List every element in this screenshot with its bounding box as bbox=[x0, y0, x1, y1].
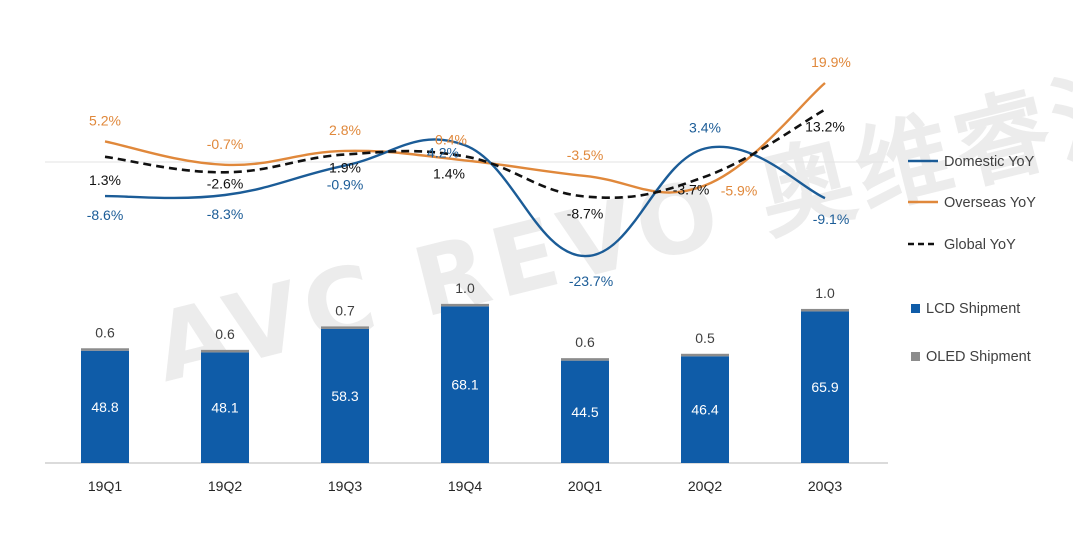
oled-value-label: 0.7 bbox=[335, 302, 355, 318]
overseas-yoy-label: 0.4% bbox=[435, 131, 467, 147]
oled-bar-19q2 bbox=[201, 349, 249, 353]
overseas-yoy-label: -3.5% bbox=[567, 147, 604, 163]
global-yoy-label: -3.7% bbox=[673, 182, 710, 198]
x-tick-19q1: 19Q1 bbox=[88, 478, 122, 494]
labels-layer: 48.8 0.6 48.1 0.6 58.3 0.7 68.1 1.0 44.5 0.6 46.4 0… bbox=[87, 54, 851, 420]
lcd-bar-20q1 bbox=[561, 360, 609, 463]
lcd-value-label: 48.8 bbox=[91, 399, 118, 415]
global-yoy-line bbox=[104, 108, 826, 199]
oled-bar-20q3 bbox=[801, 308, 849, 312]
lcd-value-label: 46.4 bbox=[691, 402, 718, 418]
domestic-yoy-label: 3.4% bbox=[689, 120, 721, 136]
domestic-yoy-label: 4.2% bbox=[427, 144, 459, 160]
lcd-bar-20q3 bbox=[801, 311, 849, 463]
lcd-value-label: 65.9 bbox=[811, 379, 838, 395]
lcd-value-label: 58.3 bbox=[331, 388, 358, 404]
x-tick-19q4: 19Q4 bbox=[448, 478, 482, 494]
domestic-yoy-label: -0.9% bbox=[327, 177, 364, 193]
global-yoy-label: 1.9% bbox=[329, 159, 361, 175]
oled-value-label: 1.0 bbox=[455, 280, 475, 296]
global-yoy-label: 1.3% bbox=[89, 172, 121, 188]
legend-label-overseas-yoy: Overseas YoY bbox=[944, 195, 1036, 211]
lcd-value-label: 48.1 bbox=[211, 400, 238, 416]
oled-bar-20q1 bbox=[561, 358, 609, 361]
domestic-yoy-label: -8.3% bbox=[207, 206, 244, 222]
oled-value-label: 0.6 bbox=[575, 334, 595, 350]
overseas-yoy-line bbox=[104, 82, 826, 194]
domestic-yoy-label: -8.6% bbox=[87, 207, 124, 223]
x-axis-labels: 19Q1 19Q2 19Q3 19Q4 20Q1 20Q2 20Q3 bbox=[88, 478, 842, 494]
x-tick-20q2: 20Q2 bbox=[688, 478, 722, 494]
global-yoy-label: -8.7% bbox=[567, 206, 604, 222]
oled-bar-19q1 bbox=[81, 348, 129, 351]
legend-marker-lcd-shipment bbox=[911, 304, 920, 313]
oled-bar-19q4 bbox=[441, 303, 489, 307]
bars-layer bbox=[81, 303, 849, 463]
overseas-yoy-label: 5.2% bbox=[89, 112, 121, 128]
oled-value-label: 1.0 bbox=[815, 285, 835, 301]
legend-label-lcd-shipment: LCD Shipment bbox=[926, 301, 1020, 317]
oled-value-label: 0.6 bbox=[95, 324, 115, 340]
global-yoy-label: 13.2% bbox=[805, 119, 845, 135]
x-tick-20q1: 20Q1 bbox=[568, 478, 602, 494]
x-tick-20q3: 20Q3 bbox=[808, 478, 842, 494]
domestic-yoy-line bbox=[104, 138, 826, 258]
lcd-value-label: 68.1 bbox=[451, 377, 478, 393]
oled-bar-19q3 bbox=[321, 326, 369, 329]
legend-label-global-yoy: Global YoY bbox=[944, 237, 1016, 253]
legend: Domestic YoY Overseas YoY Global YoY LCD Sh… bbox=[908, 154, 1036, 365]
oled-value-label: 0.6 bbox=[215, 326, 235, 342]
lcd-value-label: 44.5 bbox=[571, 404, 598, 420]
oled-value-label: 0.5 bbox=[695, 330, 715, 346]
overseas-yoy-label: 19.9% bbox=[811, 54, 851, 70]
legend-marker-oled-shipment bbox=[911, 352, 920, 361]
global-yoy-label: 1.4% bbox=[433, 165, 465, 181]
oled-bar-20q2 bbox=[681, 353, 729, 357]
overseas-yoy-label: -5.9% bbox=[721, 182, 758, 198]
lcd-bar-19q2 bbox=[201, 352, 249, 463]
lcd-bar-19q3 bbox=[321, 328, 369, 463]
overseas-yoy-label: 2.8% bbox=[329, 122, 361, 138]
domestic-yoy-label: -9.1% bbox=[813, 211, 850, 227]
domestic-yoy-label: -23.7% bbox=[569, 273, 613, 289]
lcd-bar-19q1 bbox=[81, 350, 129, 463]
legend-label-domestic-yoy: Domestic YoY bbox=[944, 154, 1035, 170]
lcd-bar-20q2 bbox=[681, 356, 729, 463]
global-yoy-label: -2.6% bbox=[207, 175, 244, 191]
legend-label-oled-shipment: OLED Shipment bbox=[926, 349, 1031, 365]
lines-layer bbox=[104, 82, 826, 258]
overseas-yoy-label: -0.7% bbox=[207, 136, 244, 152]
x-tick-19q2: 19Q2 bbox=[208, 478, 242, 494]
x-tick-19q3: 19Q3 bbox=[328, 478, 362, 494]
lcd-bar-19q4 bbox=[441, 306, 489, 463]
